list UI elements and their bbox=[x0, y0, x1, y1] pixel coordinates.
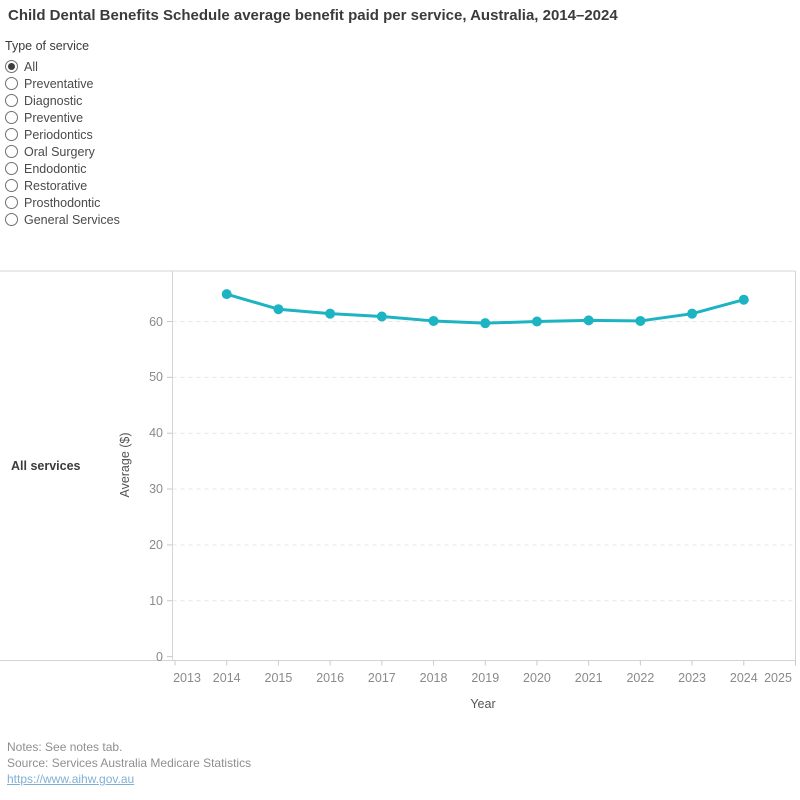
data-point-2018[interactable] bbox=[428, 315, 439, 326]
radio-option-label: Diagnostic bbox=[24, 93, 83, 108]
radio-option-preventative[interactable]: Preventative bbox=[5, 75, 120, 92]
radio-option-diagnostic[interactable]: Diagnostic bbox=[5, 92, 120, 109]
radio-unselected-icon[interactable] bbox=[5, 179, 18, 192]
radio-option-endodontic[interactable]: Endodontic bbox=[5, 160, 120, 177]
radio-unselected-icon[interactable] bbox=[5, 94, 18, 107]
radio-option-label: All bbox=[24, 59, 38, 74]
y-tick-label-40: 40 bbox=[149, 426, 163, 441]
x-tick-label-2025: 2025 bbox=[764, 671, 792, 685]
x-tick-label-2022: 2022 bbox=[626, 671, 655, 685]
radio-option-all[interactable]: All bbox=[5, 58, 120, 75]
x-axis-title: Year bbox=[470, 697, 496, 711]
data-point-2020[interactable] bbox=[531, 316, 542, 327]
radio-option-label: General Services bbox=[24, 212, 120, 227]
radio-unselected-icon[interactable] bbox=[5, 213, 18, 226]
page-title: Child Dental Benefits Schedule average b… bbox=[8, 7, 618, 24]
radio-option-periodontics[interactable]: Periodontics bbox=[5, 126, 120, 143]
y-tick-label-60: 60 bbox=[149, 314, 163, 329]
radio-option-label: Prosthodontic bbox=[24, 195, 101, 210]
x-tick-label-2023: 2023 bbox=[678, 671, 706, 685]
x-tick-label-2016: 2016 bbox=[316, 671, 345, 685]
filter-title: Type of service bbox=[5, 39, 90, 53]
data-point-2022[interactable] bbox=[635, 315, 646, 326]
service-filter: Type of service All Preventative Diagnosti… bbox=[5, 39, 120, 228]
footer: Notes: See notes tab. Source: Services A… bbox=[7, 739, 251, 787]
radio-option-label: Oral Surgery bbox=[24, 144, 95, 159]
radio-unselected-icon[interactable] bbox=[5, 111, 18, 124]
radio-selected-icon[interactable] bbox=[5, 60, 18, 73]
footer-notes: Notes: See notes tab. bbox=[7, 740, 123, 754]
radio-option-general-services[interactable]: General Services bbox=[5, 211, 120, 228]
x-tick-label-2024: 2024 bbox=[729, 671, 758, 685]
data-point-2016[interactable] bbox=[325, 308, 336, 319]
data-point-2021[interactable] bbox=[583, 315, 594, 326]
row-label: All services bbox=[11, 459, 81, 473]
service-radio-group: All Preventative Diagnostic Preventive Perio… bbox=[5, 58, 120, 228]
data-point-2014[interactable] bbox=[221, 289, 232, 300]
radio-option-prosthodontic[interactable]: Prosthodontic bbox=[5, 194, 120, 211]
radio-unselected-icon[interactable] bbox=[5, 196, 18, 209]
x-tick-label-2014: 2014 bbox=[212, 671, 241, 685]
radio-option-label: Restorative bbox=[24, 178, 88, 193]
radio-unselected-icon[interactable] bbox=[5, 145, 18, 158]
x-tick-label-2018: 2018 bbox=[419, 671, 448, 685]
x-tick-label-2013: 2013 bbox=[173, 671, 201, 685]
radio-option-label: Preventive bbox=[24, 110, 84, 125]
x-tick-label-2015: 2015 bbox=[264, 671, 293, 685]
radio-option-label: Periodontics bbox=[24, 127, 93, 142]
data-point-2024[interactable] bbox=[738, 294, 749, 305]
radio-option-preventive[interactable]: Preventive bbox=[5, 109, 120, 126]
radio-unselected-icon[interactable] bbox=[5, 128, 18, 141]
radio-option-restorative[interactable]: Restorative bbox=[5, 177, 120, 194]
radio-option-oral-surgery[interactable]: Oral Surgery bbox=[5, 143, 120, 160]
y-tick-label-20: 20 bbox=[149, 537, 163, 552]
y-tick-label-0: 0 bbox=[156, 649, 163, 664]
y-tick-label-30: 30 bbox=[149, 482, 163, 497]
data-point-2023[interactable] bbox=[687, 308, 698, 319]
x-tick-label-2020: 2020 bbox=[523, 671, 551, 685]
data-point-2015[interactable] bbox=[273, 304, 284, 315]
radio-option-label: Endodontic bbox=[24, 161, 87, 176]
x-tick-label-2021: 2021 bbox=[574, 671, 603, 685]
data-point-2019[interactable] bbox=[480, 318, 491, 329]
radio-option-label: Preventative bbox=[24, 76, 94, 91]
x-tick-label-2019: 2019 bbox=[471, 671, 500, 685]
y-tick-label-10: 10 bbox=[149, 593, 163, 608]
footer-link[interactable]: https://www.aihw.gov.au bbox=[7, 772, 135, 786]
data-point-2017[interactable] bbox=[376, 311, 387, 322]
radio-unselected-icon[interactable] bbox=[5, 77, 18, 90]
footer-source: Source: Services Australia Medicare Stat… bbox=[7, 756, 252, 770]
y-tick-label-50: 50 bbox=[149, 370, 163, 385]
radio-unselected-icon[interactable] bbox=[5, 162, 18, 175]
x-tick-label-2017: 2017 bbox=[367, 671, 396, 685]
